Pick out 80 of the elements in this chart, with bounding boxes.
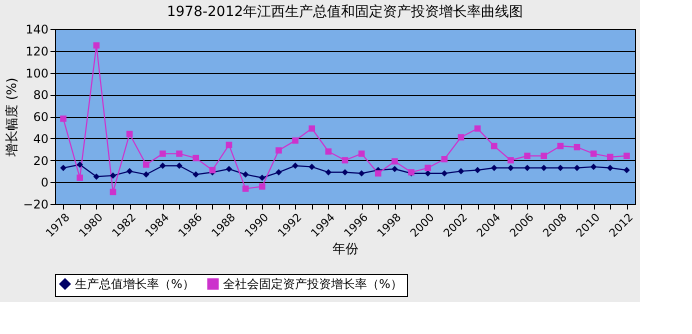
point (209, 166, 216, 174)
point (557, 142, 564, 150)
point (424, 170, 432, 177)
y-tick-label: 20 (33, 154, 48, 168)
y-tick-label: 60 (33, 110, 48, 124)
point (142, 171, 150, 178)
legend-label: 生产总值增长率（%） (75, 277, 194, 291)
point (226, 166, 232, 172)
point (142, 161, 150, 168)
point (110, 188, 116, 196)
point (441, 170, 448, 177)
point (258, 174, 266, 181)
point (374, 170, 382, 177)
point (508, 157, 514, 164)
point (308, 164, 316, 170)
point (76, 174, 84, 181)
point (342, 169, 348, 176)
point (490, 142, 498, 150)
point (325, 169, 332, 176)
x-axis-title: 年份 (332, 242, 358, 258)
point (624, 166, 630, 174)
y-tick-label: −20 (23, 198, 48, 212)
point (474, 125, 481, 132)
point (574, 164, 580, 172)
point (590, 150, 597, 157)
point (192, 154, 200, 162)
point (276, 169, 282, 176)
point (590, 164, 597, 170)
y-axis-title: 增长幅度 (%) (4, 78, 20, 158)
y-tick-label: 100 (26, 66, 48, 80)
point (574, 144, 580, 150)
point (557, 164, 564, 172)
point (308, 125, 316, 132)
point (508, 164, 514, 172)
point (458, 134, 464, 140)
point (342, 157, 348, 164)
point (606, 154, 614, 160)
point (540, 164, 548, 172)
y-tick-label: 140 (26, 22, 48, 36)
point (258, 183, 266, 190)
point (292, 162, 298, 169)
point (424, 164, 432, 172)
point (76, 161, 84, 168)
point (276, 147, 282, 154)
point (160, 150, 166, 157)
point (126, 168, 133, 174)
y-tick-label: 120 (26, 44, 48, 58)
point (606, 164, 614, 172)
y-tick-label: 40 (33, 132, 48, 146)
point (60, 116, 66, 122)
point (176, 162, 182, 169)
point (392, 158, 398, 165)
point (458, 168, 464, 174)
point (60, 164, 66, 172)
y-tick-label: 80 (33, 88, 48, 102)
y-tick-label: 0 (40, 176, 48, 190)
point (325, 148, 332, 155)
point (358, 170, 365, 177)
point (524, 152, 530, 160)
point (292, 137, 298, 144)
point (93, 173, 100, 180)
point (474, 166, 481, 174)
point (540, 152, 548, 160)
point (242, 186, 249, 192)
point (192, 171, 200, 178)
point (358, 150, 365, 157)
point (392, 166, 398, 172)
legend-label: 全社会固定资产投资增长率（%） (223, 277, 402, 291)
point (624, 152, 630, 160)
point (242, 171, 249, 178)
point (226, 142, 232, 148)
point (490, 164, 498, 172)
point (93, 42, 100, 49)
point (524, 164, 530, 172)
point (441, 156, 448, 162)
point (110, 172, 116, 179)
chart-title: 1978-2012年江西生产总值和固定资产投资增长率曲线图 (166, 4, 524, 20)
point (160, 162, 166, 169)
point (176, 150, 182, 157)
point (126, 130, 133, 138)
